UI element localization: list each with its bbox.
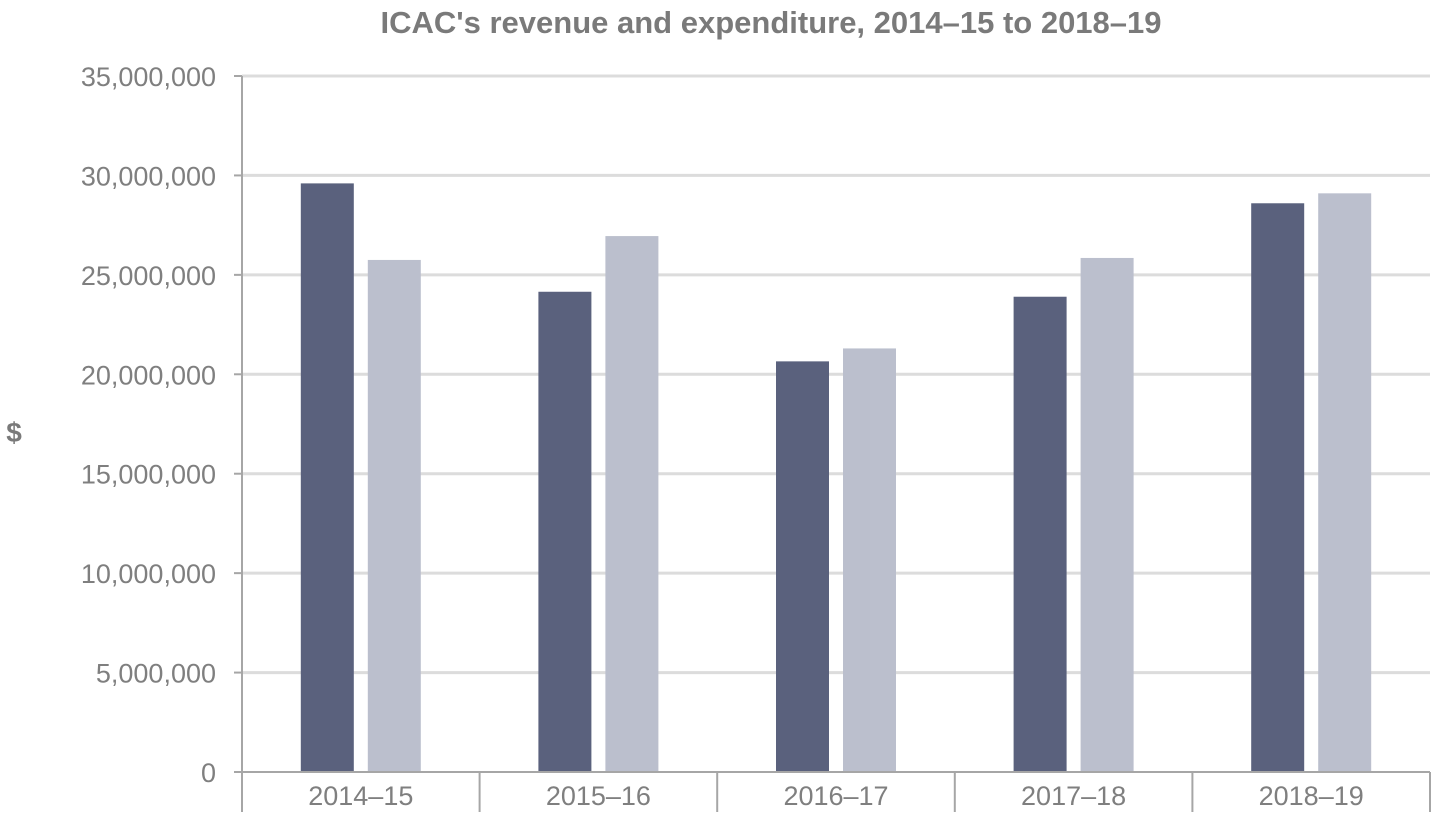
bar-series-2-1	[605, 236, 659, 772]
bar-series-2-2	[843, 348, 896, 772]
y-tick-label: 30,000,000	[81, 161, 216, 191]
x-tick-label: 2015–16	[546, 781, 651, 811]
bar-series-2-4	[1318, 193, 1372, 773]
bar-series-1-0	[300, 183, 354, 772]
y-tick-label: 5,000,000	[96, 659, 216, 689]
x-tick-label: 2017–18	[1021, 781, 1126, 811]
y-tick-label: 25,000,000	[81, 261, 216, 291]
bar-series-1-1	[538, 291, 592, 772]
gridlines	[242, 74, 1430, 675]
axes	[234, 75, 1431, 812]
y-tick-label: 35,000,000	[81, 62, 216, 92]
bar-series-2-3	[1080, 257, 1134, 772]
y-tick-label: 0	[201, 758, 216, 788]
bar-series-2-0	[367, 259, 421, 772]
x-tick-label: 2018–19	[1259, 781, 1364, 811]
x-tick-label: 2016–17	[783, 781, 888, 811]
bar-series-1-2	[776, 361, 829, 772]
y-tick-label: 15,000,000	[81, 460, 216, 490]
y-tick-label: 20,000,000	[81, 360, 216, 390]
chart-title: ICAC's revenue and expenditure, 2014–15 …	[380, 5, 1161, 40]
x-tick-labels: 2014–15 2015–16 2016–17 2017–18 2018–19	[308, 781, 1364, 811]
y-tick-label: 10,000,000	[81, 559, 216, 589]
y-axis-label: $	[6, 417, 22, 448]
bars	[300, 183, 1372, 773]
bar-series-1-4	[1251, 203, 1305, 773]
bar-series-1-3	[1013, 296, 1067, 772]
y-tick-labels: 0 5,000,000 10,000,000 15,000,000 20,000,000…	[81, 62, 216, 788]
x-tick-label: 2014–15	[308, 781, 413, 811]
